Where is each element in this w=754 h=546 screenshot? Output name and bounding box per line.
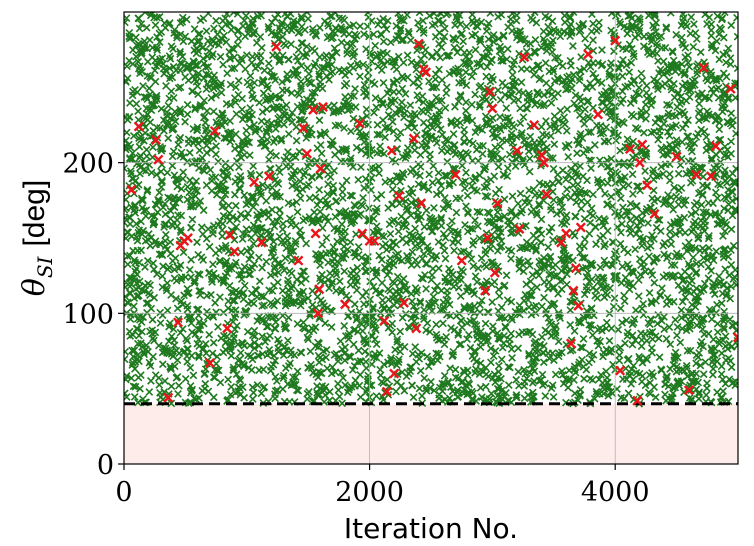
highlight-point-68 <box>610 35 621 46</box>
highlight-point-23 <box>312 308 324 319</box>
y-axis-symbol: θ <box>17 278 52 296</box>
highlight-point-64 <box>573 300 584 311</box>
highlight-point-82 <box>725 83 736 94</box>
highlight-point-77 <box>683 385 694 396</box>
highlight-point-12 <box>224 229 235 241</box>
highlight-point-73 <box>637 139 648 150</box>
highlight-point-36 <box>394 190 405 201</box>
highlight-point-43 <box>421 67 432 78</box>
highlight-point-11 <box>222 323 233 334</box>
highlight-point-49 <box>487 103 498 114</box>
highlight-point-34 <box>386 145 397 156</box>
main-series <box>124 12 738 408</box>
highlight-point-18 <box>293 255 304 266</box>
y-axis-label: θSI [deg] <box>17 180 57 296</box>
highlight-point-26 <box>317 101 328 112</box>
main-series-markers <box>124 12 738 408</box>
highlight-point-3 <box>153 154 164 165</box>
highlight-point-2 <box>150 135 161 146</box>
highlight-point-58 <box>541 189 552 200</box>
highlight-point-22 <box>310 228 321 239</box>
highlight-point-75 <box>649 208 660 219</box>
y-tick-label-1: 100 <box>62 299 114 330</box>
highlight-point-46 <box>479 285 491 296</box>
highlight-point-78 <box>691 169 702 180</box>
highlight-point-59 <box>556 237 567 248</box>
highlight-point-10 <box>209 125 220 137</box>
highlight-point-69 <box>615 365 626 376</box>
highlight-point-47 <box>482 232 493 244</box>
y-tick-label-0: 0 <box>97 450 114 481</box>
highlight-point-19 <box>298 122 309 134</box>
highlight-point-80 <box>705 171 717 182</box>
highlight-point-54 <box>519 52 530 63</box>
highlight-point-66 <box>583 49 594 60</box>
highlight-point-4 <box>163 392 174 403</box>
y-tick-label-2: 200 <box>62 149 114 180</box>
x-tick-label-0: 0 <box>115 477 132 508</box>
highlight-point-33 <box>381 386 392 397</box>
highlight-point-48 <box>484 86 495 97</box>
highlight-point-52 <box>511 145 523 156</box>
highlight-point-57 <box>538 157 550 168</box>
highlight-point-72 <box>634 157 645 168</box>
highlight-point-53 <box>514 223 525 235</box>
highlight-point-27 <box>339 299 351 310</box>
highlight-point-45 <box>456 255 467 266</box>
highlight-point-76 <box>671 151 682 162</box>
highlight-point-81 <box>710 141 721 152</box>
highlight-point-83 <box>732 332 738 343</box>
highlight-point-5 <box>172 317 184 328</box>
x-tick-label-1: 2000 <box>335 477 404 508</box>
highlight-point-56 <box>536 150 547 161</box>
highlight-point-35 <box>389 368 400 379</box>
highlight-point-65 <box>575 222 586 233</box>
highlight-point-8 <box>182 232 193 244</box>
highlight-point-38 <box>408 133 419 144</box>
highlight-point-32 <box>379 315 390 326</box>
highlight-point-79 <box>698 62 709 73</box>
plot-frame <box>123 11 739 465</box>
highlight-point-15 <box>256 237 267 248</box>
highlight-point-74 <box>642 180 653 191</box>
axis-ticks: 0 2000 4000 0 100 200 <box>62 149 649 508</box>
highlight-point-28 <box>354 118 365 129</box>
infeasible-region <box>124 403 738 464</box>
highlight-point-29 <box>357 228 368 239</box>
highlight-series <box>126 35 738 406</box>
highlight-point-70 <box>624 144 635 155</box>
highlight-point-63 <box>570 263 581 274</box>
highlight-point-20 <box>301 148 313 159</box>
highlight-point-37 <box>398 297 410 308</box>
highlight-point-31 <box>369 235 380 247</box>
highlight-point-51 <box>492 198 503 209</box>
y-axis-unit: [deg] <box>18 180 51 247</box>
highlight-point-21 <box>308 104 319 115</box>
x-tick-label-2: 4000 <box>581 477 650 508</box>
highlight-point-24 <box>314 284 325 295</box>
highlight-point-55 <box>529 119 540 131</box>
highlight-point-1 <box>133 121 144 132</box>
highlight-point-17 <box>271 41 282 52</box>
highlight-point-16 <box>263 171 274 182</box>
y-axis-subscript: SI <box>33 255 57 278</box>
highlight-point-40 <box>413 38 424 49</box>
highlight-point-25 <box>315 163 326 174</box>
highlight-point-0 <box>126 184 137 195</box>
x-axis-label: Iteration No. <box>344 512 518 545</box>
highlight-point-50 <box>489 267 500 278</box>
highlight-point-39 <box>411 323 422 334</box>
highlight-point-71 <box>632 395 643 406</box>
highlight-point-9 <box>204 358 216 369</box>
highlight-point-67 <box>592 109 604 120</box>
highlight-point-62 <box>568 285 579 296</box>
highlight-point-60 <box>561 228 572 239</box>
highlight-point-44 <box>450 169 461 180</box>
highlight-point-14 <box>249 177 260 188</box>
grid-lines <box>124 12 738 464</box>
highlight-point-61 <box>565 338 577 349</box>
highlight-point-41 <box>416 198 427 209</box>
highlight-point-13 <box>229 246 240 257</box>
